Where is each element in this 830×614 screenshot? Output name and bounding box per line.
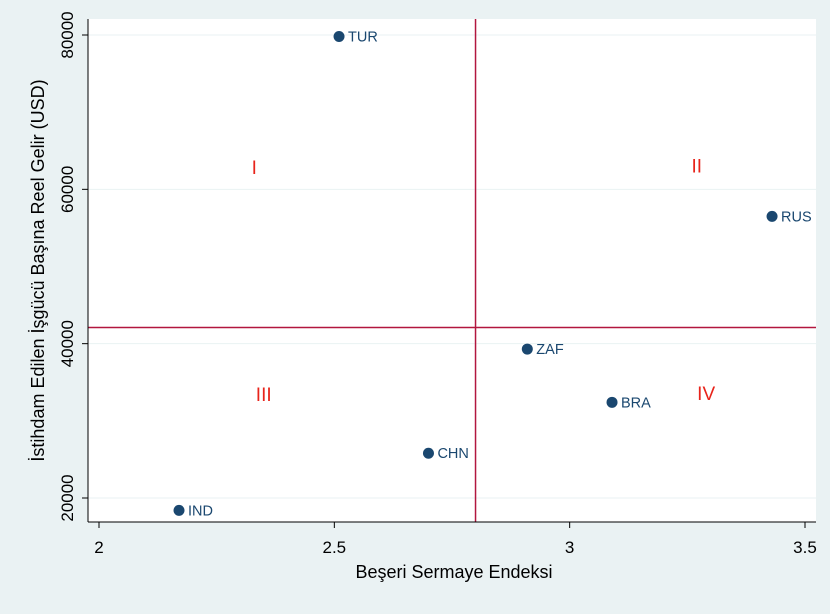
x-axis-title: Beşeri Sermaye Endeksi — [355, 562, 552, 582]
data-point — [173, 504, 185, 516]
y-axis-title: İstihdam Edilen İşgücü Başına Reel Gelir… — [28, 79, 48, 461]
y-tick-label: 40000 — [58, 320, 77, 367]
point-label: TUR — [348, 30, 378, 46]
y-tick-label: 80000 — [58, 11, 77, 58]
plot-area — [88, 19, 816, 522]
quadrant-label: I — [252, 158, 257, 179]
point-label: ZAF — [536, 342, 564, 358]
grid-lines — [88, 34, 816, 499]
x-tick-label: 3 — [565, 538, 574, 557]
x-tick-label: 3.5 — [793, 538, 817, 557]
quadrant-label: II — [691, 156, 702, 177]
quadrant-label: III — [256, 385, 272, 406]
point-label: IND — [188, 503, 213, 519]
data-point — [422, 447, 434, 459]
data-point — [521, 343, 533, 355]
x-tick-label: 2 — [94, 538, 103, 557]
data-point — [333, 31, 345, 43]
axes: 2 2.5 3 3.5 20000 40000 60000 80000 — [58, 11, 817, 557]
data-point — [766, 210, 778, 222]
point-label: RUS — [781, 209, 812, 225]
reference-lines — [88, 19, 816, 522]
y-tick-label: 20000 — [58, 474, 77, 521]
y-tick-label: 60000 — [58, 166, 77, 213]
data-points: TUR RUS ZAF BRA CHN IND — [173, 30, 812, 519]
point-label: CHN — [437, 446, 468, 462]
point-label: BRA — [621, 395, 651, 411]
data-point — [606, 396, 618, 408]
x-tick-label: 2.5 — [323, 538, 347, 557]
quadrant-label: IV — [697, 384, 715, 405]
